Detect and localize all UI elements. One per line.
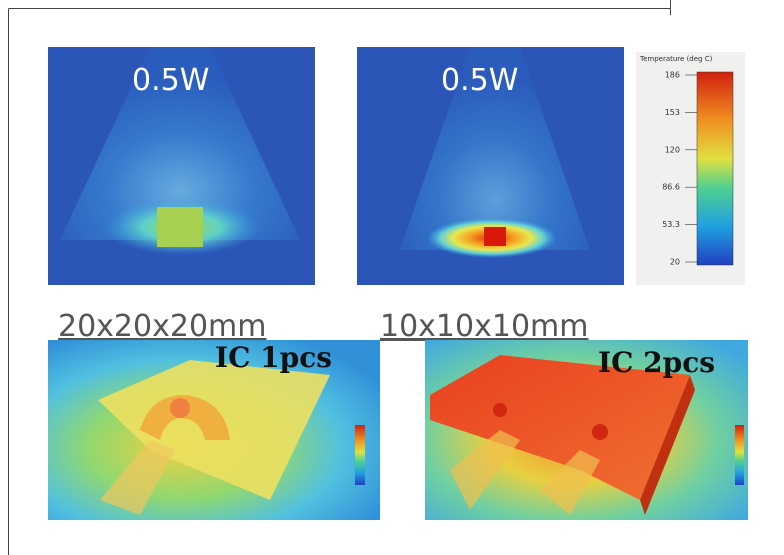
colorbar-tick-label: 86.6: [662, 183, 680, 192]
colorbar-title: Temperature (deg C): [639, 55, 713, 63]
colorbar-tick-label: 186: [665, 71, 680, 80]
board-panel-1: IC 1pcs: [48, 340, 380, 520]
size-caption: 20x20x20mm: [58, 309, 266, 344]
colorbar-tick-label: 120: [665, 145, 680, 154]
size-caption: 10x10x10mm: [380, 309, 588, 344]
ic-label: IC 2pcs: [598, 346, 715, 379]
colorbar: Temperature (deg C) 186 153 120 86.6 53.3 20: [636, 52, 745, 285]
figure: 0.5W 0.5W Temperature (deg C) 186 153 120 8…: [0, 0, 784, 555]
ic-label: IC 1pcs: [215, 341, 332, 374]
sim-panel-1: 0.5W: [48, 47, 315, 285]
power-label: 0.5W: [132, 63, 209, 98]
colorbar-tick-label: 53.3: [662, 220, 680, 229]
colorbar-tick-label: 153: [665, 108, 680, 117]
board-panel-2: IC 2pcs: [425, 340, 748, 520]
power-label: 0.5W: [441, 63, 518, 98]
sim-panel-2: 0.5W: [357, 47, 624, 285]
colorbar-tick-label: 20: [670, 258, 680, 267]
